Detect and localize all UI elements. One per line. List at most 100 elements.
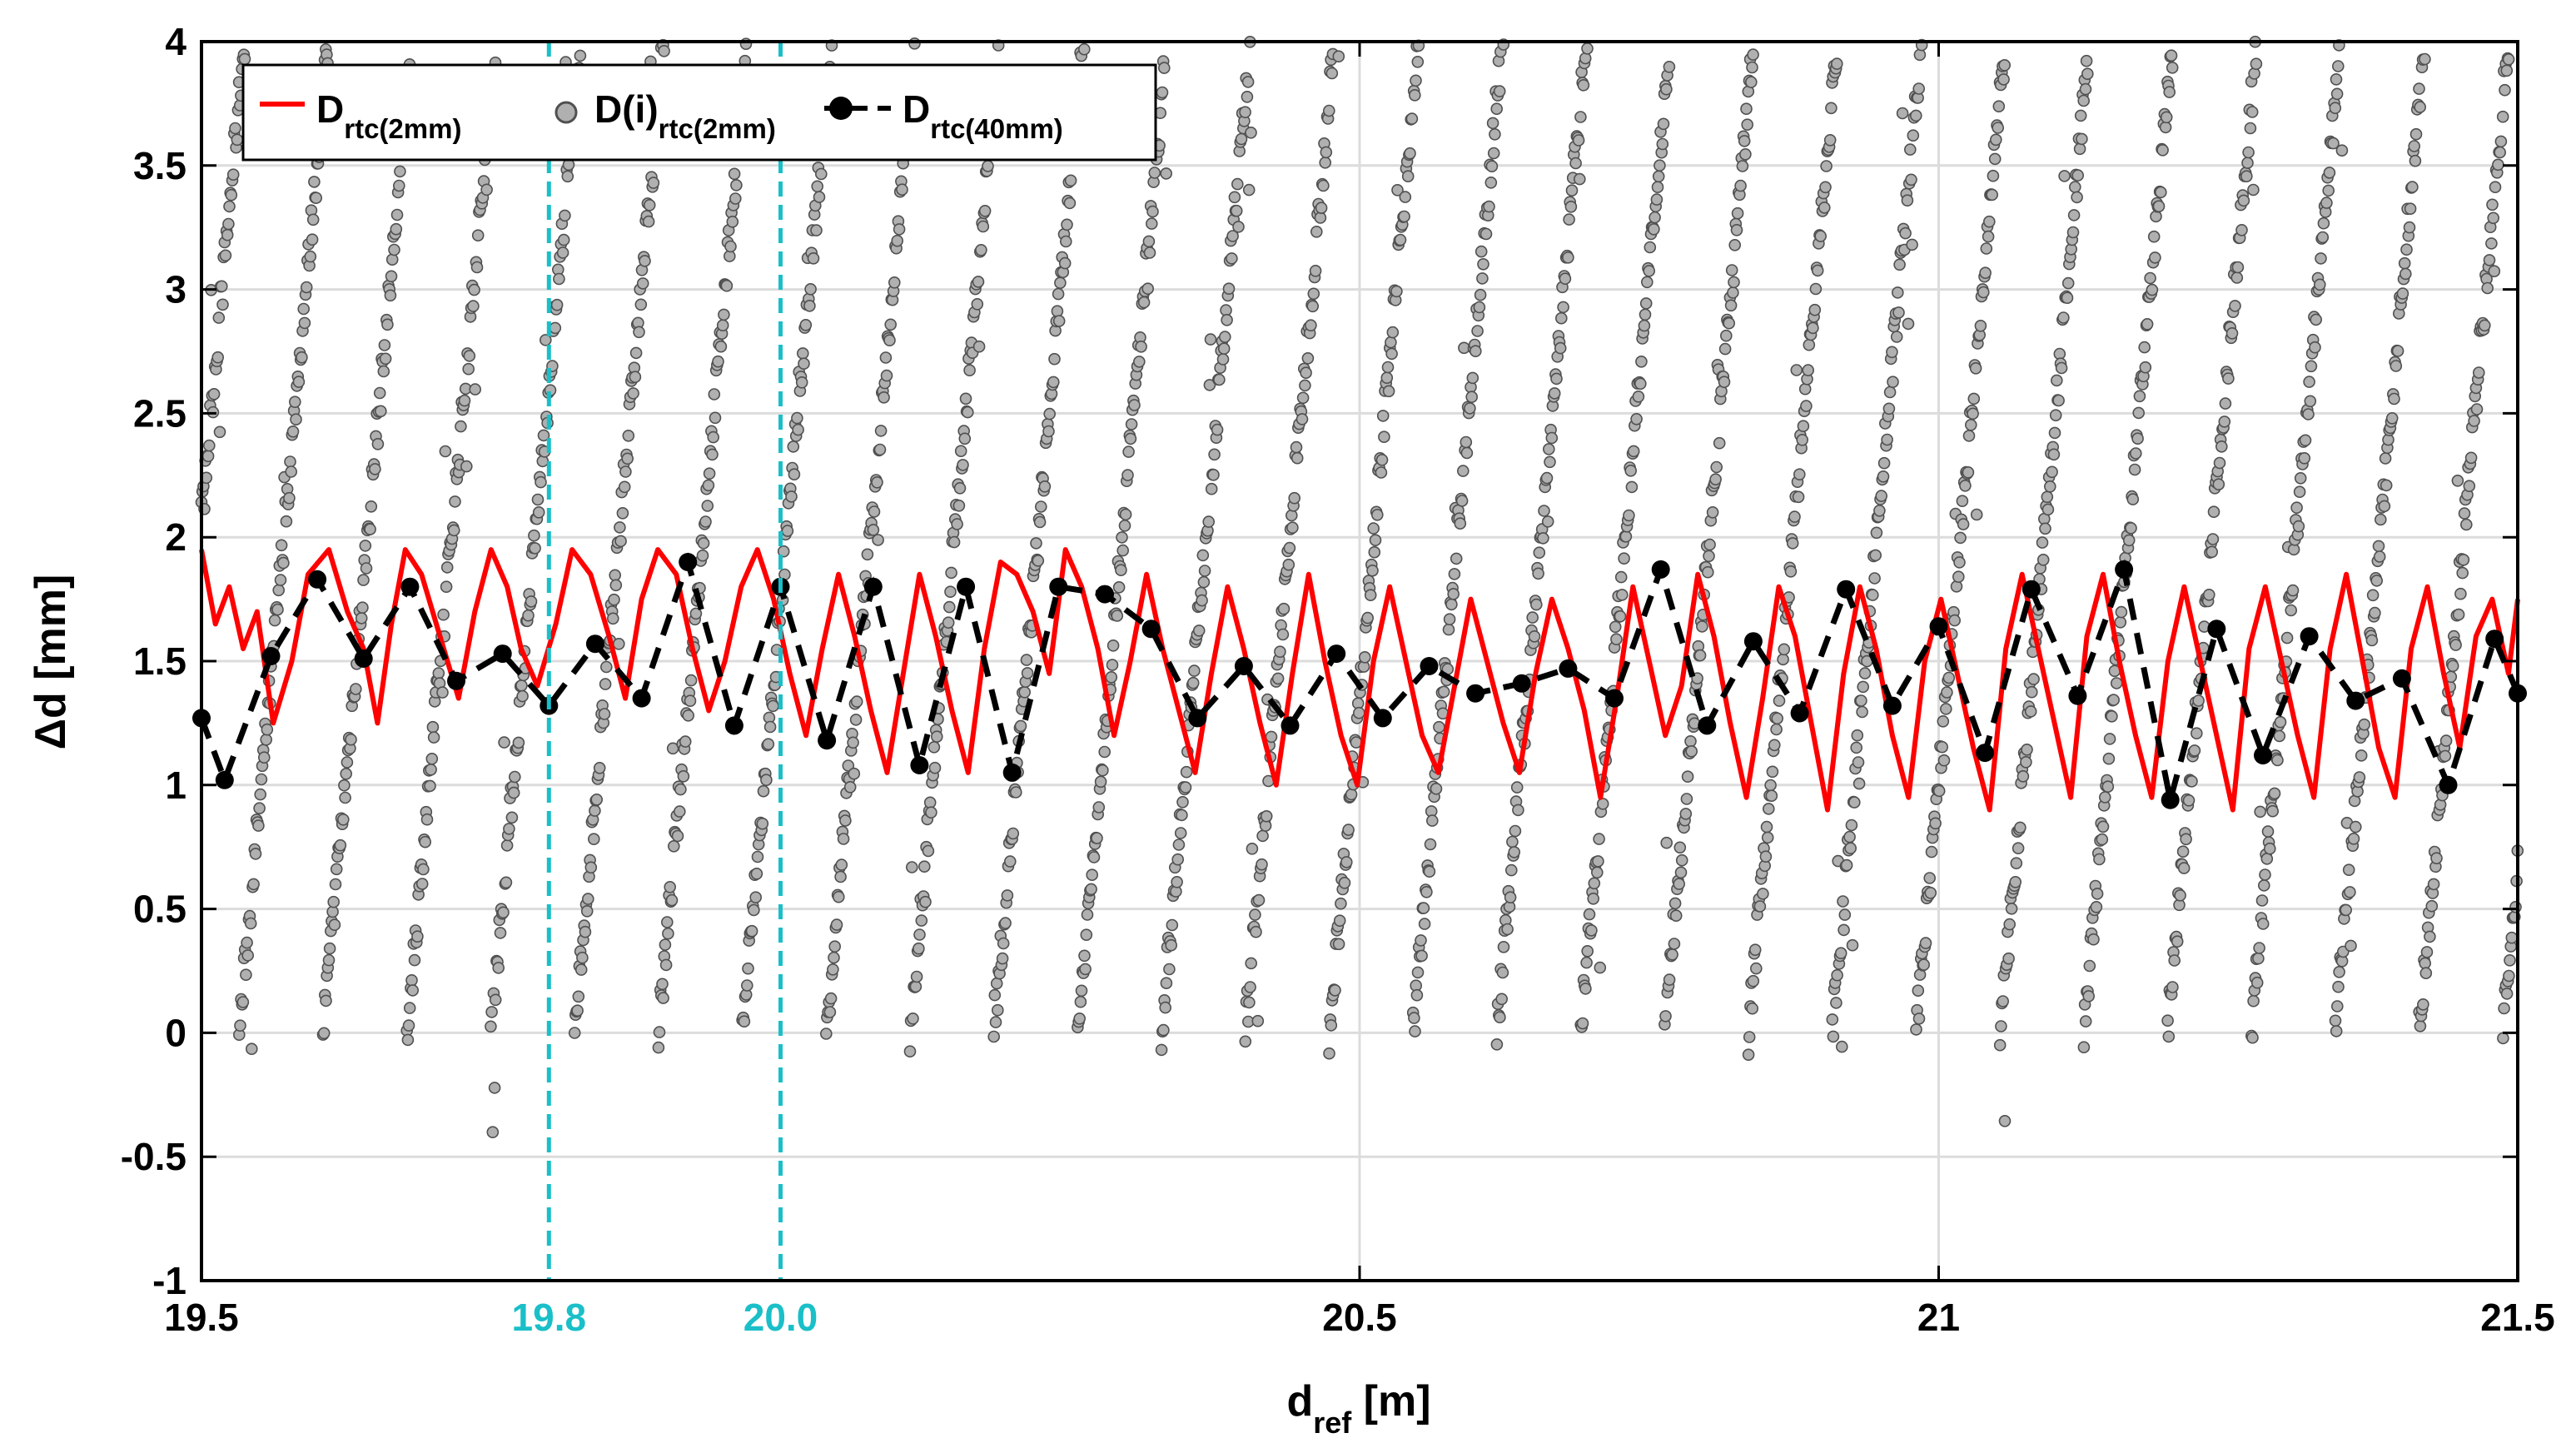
scatter-point [992, 1003, 1004, 1017]
scatter-point [878, 391, 890, 404]
scatter-point [1594, 961, 1607, 974]
scatter-point [1142, 235, 1156, 248]
scatter-point [706, 448, 719, 461]
scatter-point [1239, 1035, 1252, 1048]
scatter-point [2139, 361, 2152, 374]
scatter-point [1495, 993, 1508, 1006]
scatter-point [2391, 345, 2404, 357]
scatter-point [2077, 1041, 2091, 1053]
scatter-point [1639, 308, 1652, 321]
scatter-point [2099, 791, 2111, 804]
scatter-point [320, 994, 332, 1008]
scatter-point [824, 992, 838, 1005]
scatter-point [2141, 317, 2154, 331]
scatter-point [1283, 541, 1296, 555]
scatter-point [1290, 440, 1303, 454]
scatter-point [1718, 342, 1732, 356]
scatter-point [1660, 82, 1673, 96]
scatter-point [574, 49, 587, 62]
scatter-point [1118, 519, 1131, 532]
scatter-point [2106, 709, 2118, 723]
scatter-point [1366, 564, 1379, 577]
scatter-point [2274, 715, 2287, 729]
series-marker-d-rtc-40mm [1698, 716, 1717, 735]
scatter-point [1401, 170, 1415, 182]
scatter-point [1271, 672, 1285, 685]
scatter-point [1609, 620, 1622, 634]
scatter-point [1924, 887, 1937, 899]
scatter-point [2166, 62, 2179, 74]
scatter-point [1616, 589, 1629, 601]
scatter-point [1875, 490, 1887, 502]
scatter-point [1778, 643, 1791, 656]
scatter-point [2358, 718, 2370, 731]
series-marker-d-rtc-40mm [1605, 689, 1624, 708]
scatter-point [1508, 846, 1520, 858]
scatter-point [1967, 407, 1979, 420]
scatter-point [1537, 532, 1549, 545]
scatter-point [2323, 167, 2336, 179]
scatter-point [1906, 238, 1918, 251]
scatter-point [1235, 132, 1248, 146]
scatter-point [2509, 901, 2522, 913]
scatter-point [463, 350, 476, 362]
scatter-point [2439, 749, 2452, 763]
scatter-point [2259, 868, 2271, 881]
scatter-point [468, 283, 480, 296]
scatter-point [1635, 355, 1648, 368]
scatter-point [2458, 507, 2471, 520]
scatter-point [1630, 412, 1643, 425]
scatter-point [1623, 509, 1635, 522]
scatter-point [2457, 553, 2470, 566]
scatter-point [298, 316, 311, 330]
scatter-point [1591, 866, 1604, 879]
scatter-point [1899, 226, 1912, 240]
scatter-point [392, 179, 405, 192]
scatter-point [1455, 495, 1469, 507]
scatter-point [1286, 521, 1299, 535]
scatter-point [1064, 174, 1077, 187]
scatter-point [241, 949, 255, 962]
scatter-point [436, 686, 449, 699]
scatter-point [492, 962, 505, 974]
scatter-point [1572, 134, 1585, 147]
scatter-point [1418, 918, 1431, 930]
scatter-point [1158, 62, 1171, 74]
scatter-point [616, 506, 629, 520]
y-axis-title: Δd [mm] [27, 575, 75, 750]
scatter-point [796, 347, 809, 360]
scatter-point [2489, 181, 2502, 193]
scatter-point [925, 806, 937, 819]
scatter-point [2406, 181, 2419, 193]
series-marker-d-rtc-40mm [2161, 790, 2180, 809]
series-marker-d-rtc-40mm [1837, 580, 1856, 599]
scatter-point [2061, 291, 2074, 305]
scatter-point [1021, 667, 1034, 679]
scatter-point [2273, 729, 2286, 743]
reference-lines [546, 42, 783, 1281]
scatter-point [488, 1082, 501, 1094]
scatter-point [401, 1033, 415, 1047]
scatter-point [1936, 740, 1948, 754]
scatter-point [2093, 853, 2106, 866]
scatter-point [1464, 402, 1476, 415]
scatter-point [1995, 1020, 2007, 1032]
scatter-point [2299, 434, 2312, 447]
scatter-point [828, 940, 842, 953]
scatter-point [203, 439, 216, 452]
scatter-point [718, 308, 730, 321]
scatter-point [2159, 121, 2172, 134]
scatter-point [1485, 160, 1499, 172]
scatter-point [2271, 754, 2284, 767]
scatter-point [2400, 243, 2413, 256]
scatter-point [2162, 1030, 2176, 1043]
scatter-point [1773, 694, 1786, 707]
scatter-point [1176, 795, 1189, 809]
scatter-point [1962, 430, 1976, 442]
scatter-point [682, 709, 695, 722]
scatter-point [1004, 855, 1017, 868]
scatter-point [2041, 503, 2055, 516]
scatter-point [1166, 918, 1179, 932]
scatter-point [2146, 283, 2159, 296]
scatter-point [1442, 623, 1455, 636]
